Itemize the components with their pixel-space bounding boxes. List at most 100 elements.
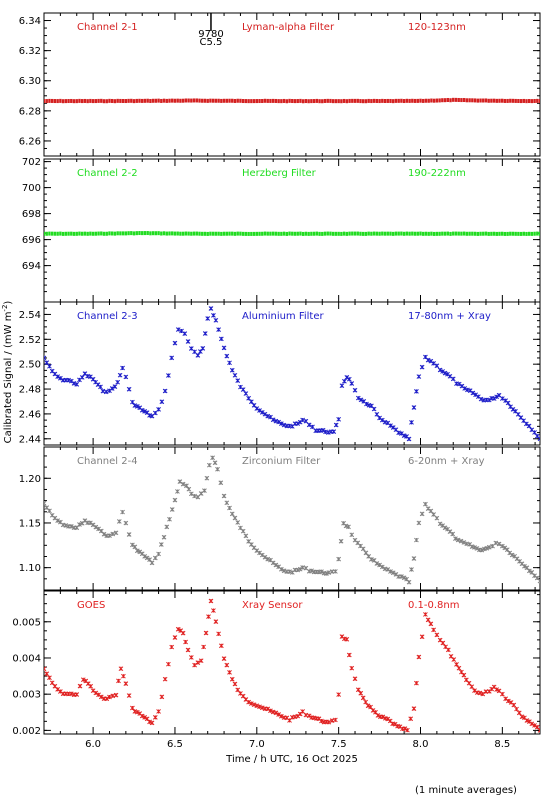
- data-point: [318, 99, 321, 104]
- data-point: [371, 406, 377, 412]
- y-tick-label: 1.10: [19, 563, 41, 574]
- flare-id-label: 9780: [198, 29, 223, 40]
- data-point: [141, 231, 144, 236]
- data-point: [408, 716, 414, 722]
- data-point: [345, 231, 349, 236]
- data-point: [214, 231, 218, 236]
- data-point: [222, 98, 226, 103]
- data-point: [480, 691, 486, 697]
- data-point: [112, 384, 118, 389]
- data-point: [88, 520, 93, 526]
- data-point: [78, 231, 81, 236]
- data-point: [422, 231, 425, 236]
- data-point: [300, 417, 305, 423]
- channel-label: GOES: [77, 600, 105, 611]
- data-point: [364, 99, 368, 104]
- data-point: [379, 564, 385, 570]
- data-point: [452, 97, 455, 102]
- data-point: [370, 99, 373, 104]
- data-point: [115, 379, 121, 385]
- data-point: [291, 231, 294, 236]
- data-point: [329, 98, 332, 103]
- data-point: [240, 528, 246, 534]
- data-point: [206, 614, 211, 619]
- panel-frame: [43, 301, 541, 446]
- data-point: [462, 98, 466, 103]
- data-point: [118, 666, 124, 672]
- data-point: [273, 418, 279, 424]
- band-label: 120-123nm: [408, 22, 466, 33]
- data-point: [132, 544, 138, 550]
- data-point: [88, 683, 94, 689]
- data-point: [416, 98, 419, 103]
- data-point: [431, 627, 436, 633]
- data-point: [166, 373, 171, 378]
- data-point: [516, 710, 522, 716]
- data-point: [259, 705, 265, 711]
- band-label: 17-80nm + Xray: [408, 311, 491, 322]
- data-point: [105, 231, 108, 236]
- data-point: [414, 537, 419, 543]
- data-point: [58, 375, 63, 381]
- data-point: [450, 376, 456, 382]
- series-marks: [44, 97, 540, 104]
- data-point: [349, 532, 355, 538]
- data-point: [269, 98, 272, 103]
- data-point: [533, 231, 536, 236]
- data-point: [437, 367, 443, 373]
- y-tick-label: 698: [22, 209, 41, 220]
- data-point: [536, 231, 539, 236]
- data-point: [221, 493, 227, 499]
- data-point: [423, 612, 428, 617]
- data-point: [198, 98, 201, 103]
- data-point: [252, 99, 256, 104]
- data-point: [130, 705, 135, 711]
- data-point: [397, 231, 400, 236]
- data-point: [225, 231, 228, 236]
- data-point: [261, 98, 264, 103]
- data-point: [203, 630, 209, 636]
- data-point: [135, 231, 138, 236]
- data-point: [442, 525, 448, 531]
- data-point: [113, 692, 119, 698]
- data-point: [295, 421, 301, 426]
- data-point: [50, 98, 54, 103]
- data-point: [451, 657, 457, 662]
- data-point: [402, 99, 406, 104]
- data-point: [432, 98, 436, 103]
- data-point: [134, 709, 140, 715]
- data-point: [157, 98, 160, 103]
- data-point: [351, 98, 354, 103]
- data-point: [381, 98, 384, 103]
- data-point: [297, 566, 303, 572]
- data-point: [232, 681, 238, 687]
- data-point: [321, 99, 324, 104]
- data-point: [254, 406, 260, 411]
- data-point: [484, 231, 488, 236]
- data-point: [537, 578, 540, 584]
- data-point: [159, 694, 165, 700]
- data-point: [105, 99, 108, 104]
- data-point: [270, 709, 276, 715]
- data-point: [169, 355, 175, 361]
- data-point: [414, 389, 419, 394]
- data-point: [149, 98, 152, 103]
- data-point: [296, 231, 299, 236]
- data-point: [454, 97, 458, 102]
- data-point: [266, 231, 269, 236]
- panel-frame: [43, 12, 541, 157]
- data-point: [257, 704, 262, 710]
- data-point: [486, 544, 492, 550]
- data-point: [468, 98, 471, 103]
- data-point: [201, 98, 204, 103]
- data-point: [285, 231, 289, 236]
- x-tick-label: 7.5: [331, 739, 347, 750]
- data-point: [59, 231, 62, 236]
- data-point: [419, 511, 425, 517]
- data-point: [273, 710, 279, 716]
- data-point: [47, 363, 52, 369]
- channel-label: Channel 2-3: [77, 311, 138, 322]
- data-point: [89, 98, 92, 103]
- y-tick-label: 2.46: [19, 409, 41, 420]
- x-axis-title: Time / h UTC, 16 Oct 2025: [225, 754, 358, 765]
